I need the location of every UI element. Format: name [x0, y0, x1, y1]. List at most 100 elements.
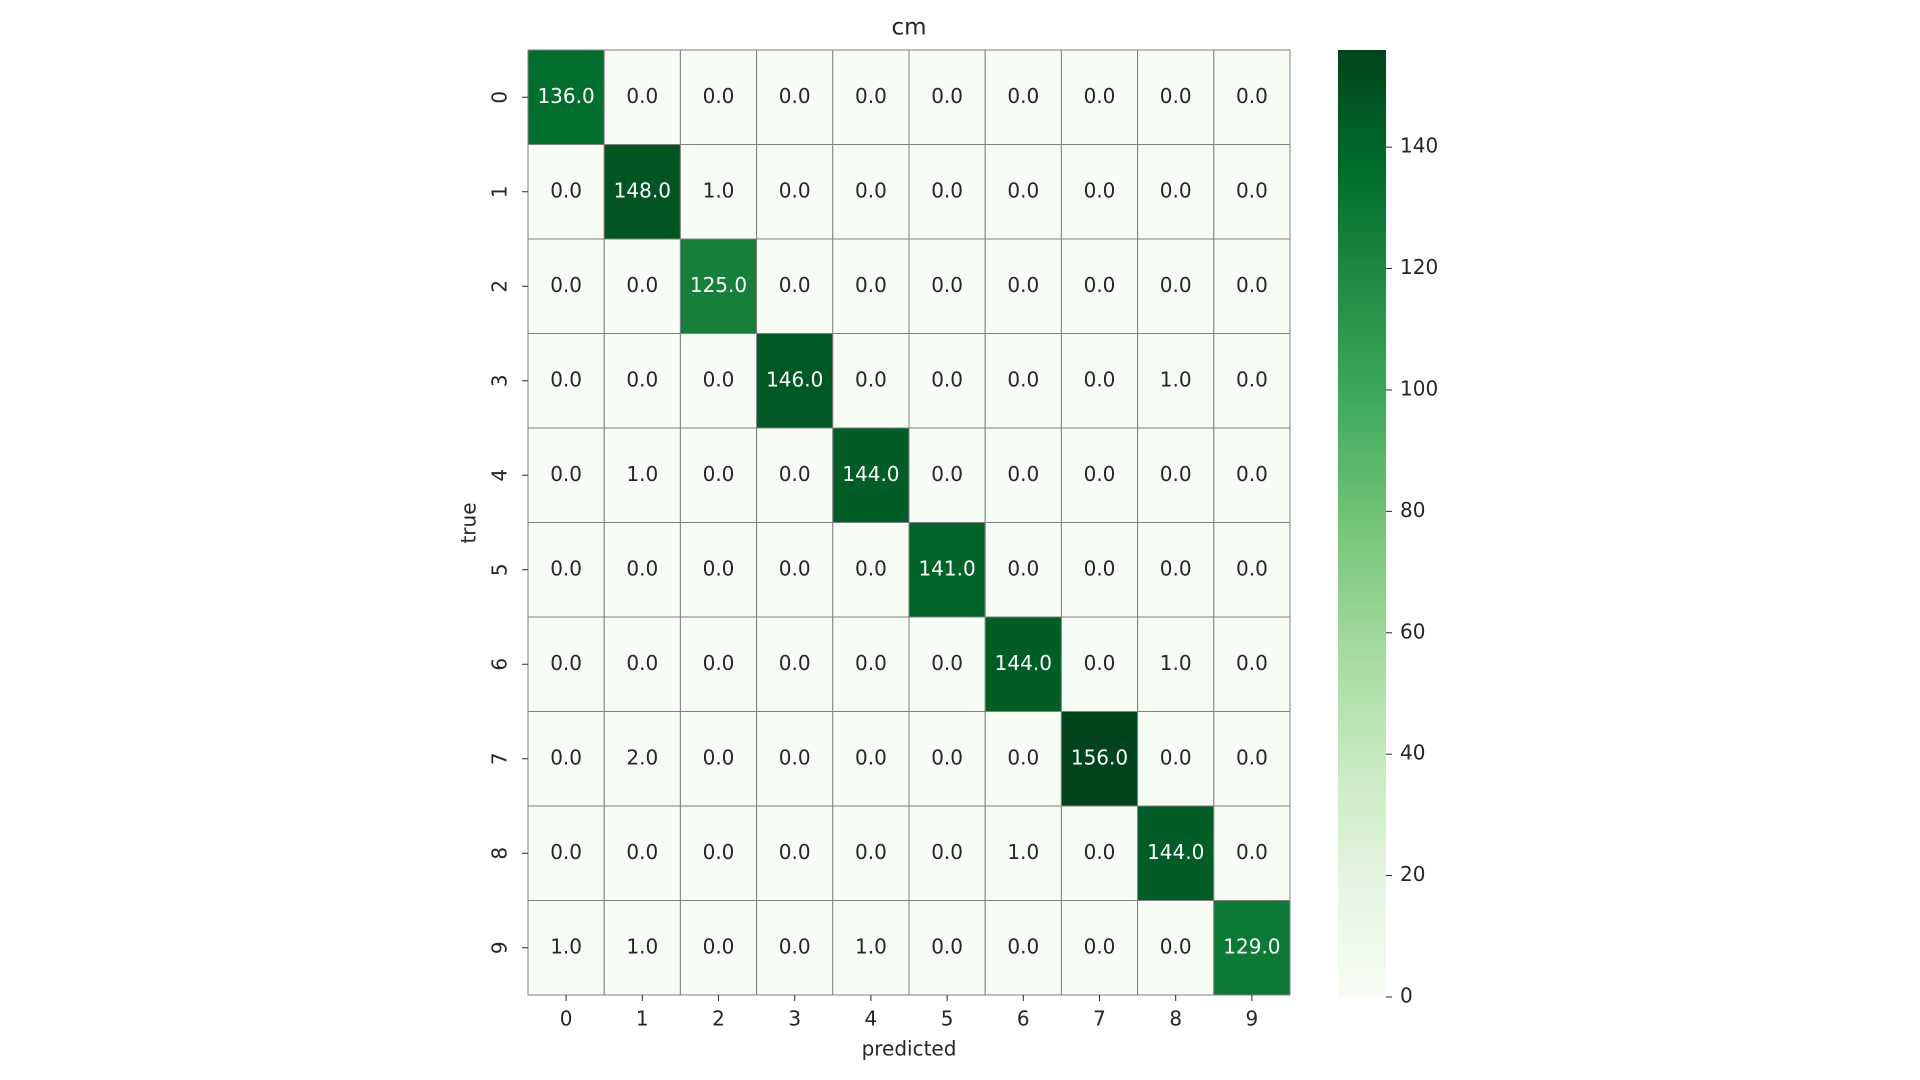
heatmap-cell — [832, 900, 910, 996]
heatmap-cell — [1213, 900, 1291, 996]
heatmap-cell — [984, 144, 1062, 240]
colorbar-tick-label: 20 — [1400, 862, 1425, 886]
cell-label: 0.0 — [1236, 178, 1268, 202]
cell-label: 0.0 — [703, 462, 735, 486]
x-tick-label: 6 — [1017, 1007, 1030, 1031]
cell-label: 0.0 — [1007, 178, 1039, 202]
y-tick-label: 2 — [488, 280, 512, 293]
cell-label: 0.0 — [550, 178, 582, 202]
heatmap-cell — [1060, 711, 1139, 807]
cell-label: 0.0 — [703, 934, 735, 958]
cell-label: 0.0 — [1084, 178, 1116, 202]
cell-label: 0.0 — [1236, 367, 1268, 391]
heatmap-cell — [1137, 616, 1215, 712]
heatmap-cell — [908, 616, 986, 712]
cell-label: 0.0 — [779, 840, 811, 864]
x-tick-label: 8 — [1169, 1007, 1182, 1031]
heatmap-cell — [908, 49, 986, 145]
heatmap-cell — [603, 711, 681, 807]
cell-label: 0.0 — [1007, 367, 1039, 391]
cell-label: 141.0 — [918, 556, 975, 580]
cell-label: 0.0 — [550, 367, 582, 391]
colorbar-tick-label: 120 — [1400, 255, 1438, 279]
cell-label: 0.0 — [855, 840, 887, 864]
heatmap-cell — [984, 805, 1062, 901]
heatmap-cell — [1137, 427, 1215, 523]
cell-label: 0.0 — [1007, 462, 1039, 486]
cell-label: 148.0 — [614, 178, 671, 202]
x-tick-label: 5 — [941, 1007, 954, 1031]
heatmap-cell — [984, 333, 1062, 429]
cell-label: 144.0 — [995, 651, 1052, 675]
cell-label: 0.0 — [626, 651, 658, 675]
colorbar-tick-label: 100 — [1400, 376, 1438, 400]
heatmap-cell — [603, 427, 681, 523]
cell-label: 144.0 — [842, 462, 899, 486]
cell-label: 0.0 — [626, 84, 658, 108]
cell-label: 0.0 — [1160, 556, 1192, 580]
heatmap-cell — [679, 238, 758, 334]
colorbar-tick-label: 60 — [1400, 619, 1425, 643]
heatmap-cell — [1060, 900, 1139, 996]
heatmap-cell — [756, 711, 834, 807]
cell-label: 0.0 — [931, 934, 963, 958]
cell-label: 0.0 — [855, 273, 887, 297]
y-tick-label: 3 — [488, 374, 512, 387]
cell-label: 0.0 — [1084, 556, 1116, 580]
cell-label: 0.0 — [779, 556, 811, 580]
cell-label: 0.0 — [931, 745, 963, 769]
cell-label: 0.0 — [703, 651, 735, 675]
cell-label: 1.0 — [1160, 367, 1192, 391]
cell-label: 0.0 — [779, 273, 811, 297]
heatmap-cell — [908, 333, 986, 429]
cell-label: 0.0 — [779, 462, 811, 486]
cell-label: 146.0 — [766, 367, 823, 391]
heatmap-cell — [1060, 238, 1139, 334]
cell-label: 0.0 — [550, 273, 582, 297]
y-tick-label: 8 — [488, 847, 512, 860]
heatmap-cell — [756, 49, 834, 145]
heatmap-cell — [756, 805, 834, 901]
heatmap-cell — [1213, 49, 1291, 145]
x-tick-label: 2 — [712, 1007, 725, 1031]
cell-label: 0.0 — [1084, 651, 1116, 675]
cell-label: 0.0 — [779, 84, 811, 108]
heatmap-cell — [908, 522, 986, 618]
cell-label: 0.0 — [1007, 556, 1039, 580]
heatmap-cell — [1060, 49, 1139, 145]
heatmap-cell — [908, 711, 986, 807]
cell-label: 1.0 — [855, 934, 887, 958]
heatmap-cell — [1060, 333, 1139, 429]
cell-label: 156.0 — [1071, 745, 1128, 769]
heatmap-cell — [1137, 522, 1215, 618]
heatmap-cell — [603, 49, 681, 145]
heatmap-cell — [1213, 427, 1291, 523]
cell-label: 1.0 — [703, 178, 735, 202]
cell-label: 0.0 — [1236, 745, 1268, 769]
cell-label: 0.0 — [1236, 840, 1268, 864]
heatmap-cell — [908, 427, 986, 523]
cell-label: 0.0 — [626, 273, 658, 297]
x-tick-label: 3 — [788, 1007, 801, 1031]
heatmap-cell — [1137, 805, 1215, 901]
cell-label: 0.0 — [550, 651, 582, 675]
heatmap-cell — [832, 522, 910, 618]
cell-label: 0.0 — [1236, 273, 1268, 297]
cell-label: 0.0 — [1236, 462, 1268, 486]
cell-label: 0.0 — [1160, 273, 1192, 297]
heatmap-cell — [1060, 616, 1139, 712]
heatmap-cell — [1060, 805, 1139, 901]
cell-label: 0.0 — [703, 84, 735, 108]
cell-label: 0.0 — [1007, 273, 1039, 297]
cell-label: 125.0 — [690, 273, 747, 297]
cell-label: 0.0 — [779, 745, 811, 769]
cell-label: 0.0 — [931, 462, 963, 486]
heatmap-cell — [984, 711, 1062, 807]
heatmap-cell — [603, 805, 681, 901]
cell-label: 0.0 — [855, 651, 887, 675]
cell-label: 0.0 — [1160, 462, 1192, 486]
cell-label: 0.0 — [550, 840, 582, 864]
cell-label: 0.0 — [855, 367, 887, 391]
cell-label: 0.0 — [626, 840, 658, 864]
